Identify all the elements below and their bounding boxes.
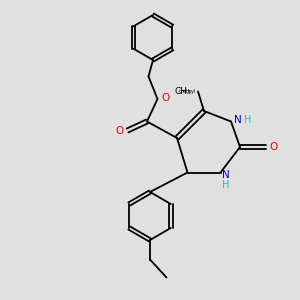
Text: H: H bbox=[244, 115, 252, 125]
Text: methyl: methyl bbox=[179, 89, 196, 94]
Text: CH₃: CH₃ bbox=[175, 87, 191, 96]
Text: O: O bbox=[270, 142, 278, 152]
Text: H: H bbox=[222, 180, 230, 190]
Text: N: N bbox=[222, 170, 230, 181]
Text: O: O bbox=[162, 92, 170, 103]
Text: O: O bbox=[115, 125, 123, 136]
Text: N: N bbox=[234, 115, 242, 125]
